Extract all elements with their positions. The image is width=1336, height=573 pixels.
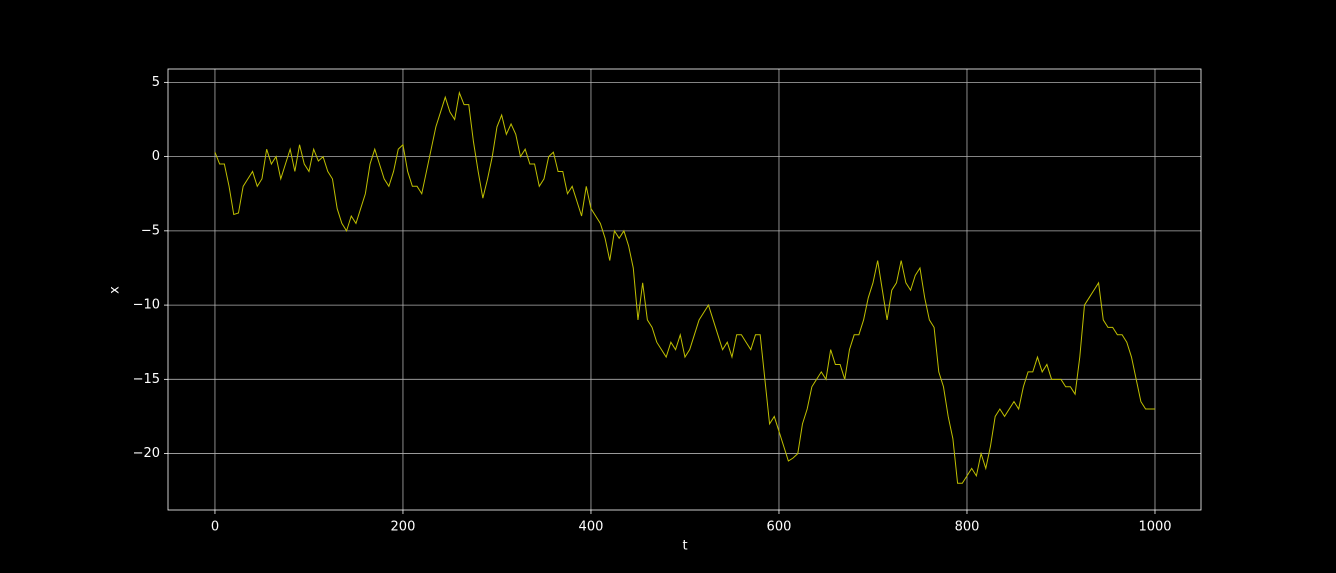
y-tick-label: −10 <box>133 298 160 313</box>
data-line <box>214 90 1155 484</box>
x-tick-label: 600 <box>767 520 792 535</box>
x-tick-label: 800 <box>955 520 980 535</box>
x-axis-label: t <box>682 539 687 554</box>
y-tick-label: 0 <box>152 149 160 164</box>
x-tick-label: 1000 <box>1138 520 1171 535</box>
plot-frame <box>167 68 1202 511</box>
x-tick-label: 0 <box>211 520 219 535</box>
y-tick-label: 5 <box>152 75 160 90</box>
y-tick-label: −15 <box>133 372 160 387</box>
x-tick-label: 400 <box>579 520 604 535</box>
y-tick-label: −20 <box>133 446 160 461</box>
y-tick-label: −5 <box>141 223 160 238</box>
x-tick-label: 200 <box>391 520 416 535</box>
y-axis-label: x <box>108 286 123 294</box>
